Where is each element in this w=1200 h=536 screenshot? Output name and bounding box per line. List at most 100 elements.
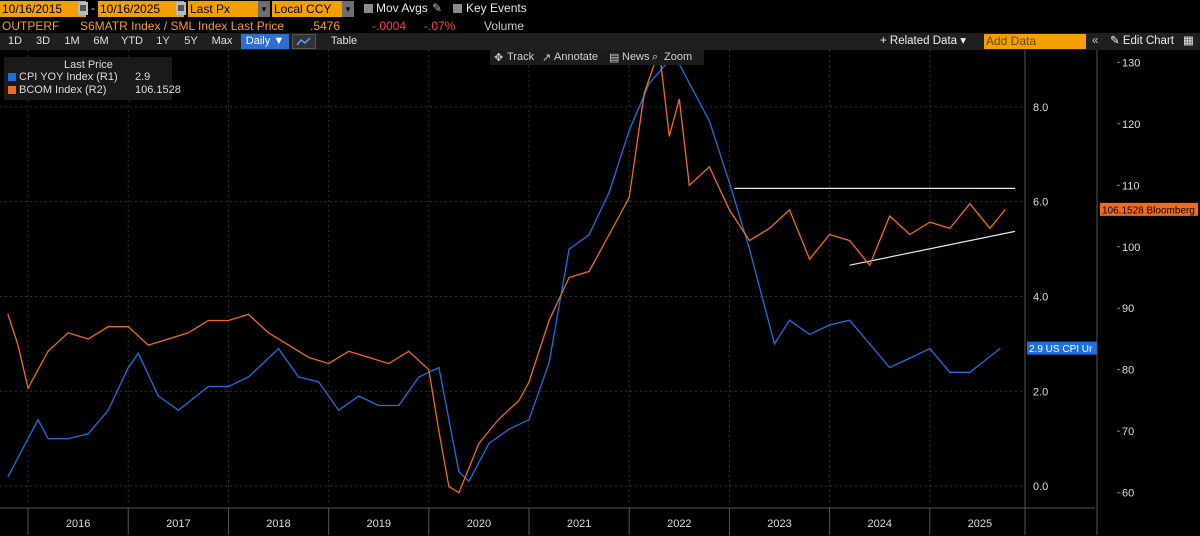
- point-bcom-33: [568, 276, 570, 279]
- related-dropdown-icon: ▾: [960, 35, 967, 47]
- tab-5y[interactable]: 5Y: [184, 35, 198, 47]
- period-select[interactable]: Daily ▼: [241, 34, 289, 49]
- point-cpi-37: [728, 182, 731, 184]
- point-cpi-18: [358, 395, 360, 397]
- point-bcom-14: [247, 313, 250, 315]
- track-button[interactable]: Track: [507, 51, 535, 63]
- point-bcom-43: [728, 209, 731, 211]
- ticker: OUTPERF: [2, 19, 60, 33]
- news-button[interactable]: News: [622, 51, 650, 63]
- point-bcom-8: [127, 326, 129, 328]
- point-cpi-13: [247, 376, 250, 378]
- r1-tick-label-6.0: 6.0: [1033, 197, 1048, 209]
- point-cpi-27: [528, 419, 530, 421]
- end-calendar-icon[interactable]: [176, 2, 186, 15]
- point-bcom-1: [17, 344, 19, 346]
- track-icon[interactable]: ✥: [494, 52, 504, 64]
- point-bcom-31: [528, 381, 530, 383]
- point-cpi-20: [398, 404, 400, 407]
- point-cpi-17: [338, 409, 340, 411]
- tab-ytd[interactable]: YTD: [121, 35, 143, 47]
- collapse-icon[interactable]: «: [1092, 35, 1099, 47]
- point-cpi-9: [157, 395, 159, 397]
- add-data-input[interactable]: Add Data: [984, 34, 1086, 49]
- r2-tick-label-100: 100: [1122, 242, 1140, 254]
- tab-table[interactable]: Table: [330, 35, 358, 47]
- point-cpi-39: [773, 343, 776, 345]
- point-cpi-29: [568, 248, 570, 250]
- point-bcom-51: [889, 215, 891, 217]
- price-dropdown-icon[interactable]: ▾: [258, 1, 270, 17]
- point-bcom-41: [688, 184, 690, 186]
- point-cpi-41: [808, 333, 811, 335]
- series-line-cpi: [7, 53, 1001, 483]
- point-bcom-21: [388, 362, 390, 365]
- tab-6m[interactable]: 6M: [93, 35, 109, 47]
- point-cpi-45: [889, 366, 891, 369]
- currency-dropdown-icon[interactable]: ▾: [342, 1, 354, 17]
- legend-cpi[interactable]: CPI YOY Index (R1): [8, 71, 118, 83]
- point-cpi-24: [468, 480, 470, 482]
- point-bcom-45: [768, 227, 771, 229]
- tab-max[interactable]: Max: [211, 35, 233, 47]
- start-calendar-icon[interactable]: [78, 2, 88, 15]
- news-icon[interactable]: ▤: [609, 52, 620, 64]
- point-bcom-12: [207, 319, 210, 322]
- point-cpi-11: [207, 385, 210, 388]
- chart-area[interactable]: 2.9 US CPI Ur 106.1528 Bloomberg 2016 2017…: [0, 50, 1200, 536]
- price-field-select[interactable]: Last Px: [188, 1, 268, 17]
- series-line-bcom: [7, 50, 1006, 494]
- edit-icon: ✎: [1110, 35, 1120, 47]
- zoom-icon[interactable]: ⌕: [652, 51, 659, 63]
- last-tag-bcom: 106.1528 Bloomberg: [1102, 205, 1195, 216]
- annotate-icon[interactable]: ↗: [542, 52, 552, 64]
- end-date-field[interactable]: 10/16/2025: [98, 1, 184, 17]
- security-description: S6MATR Index / SML Index Last Price: [80, 19, 285, 33]
- point-cpi-36: [708, 120, 710, 122]
- point-bcom-30: [518, 399, 520, 402]
- tab-1m[interactable]: 1M: [64, 35, 80, 47]
- tab-1d[interactable]: 1D: [7, 35, 23, 47]
- point-bcom-52: [909, 233, 911, 236]
- grid-icon[interactable]: ▦: [1183, 35, 1194, 47]
- security-header: OUTPERF S6MATR Index / SML Index Last Pr…: [0, 18, 1200, 33]
- point-bcom-25: [448, 485, 450, 488]
- point-bcom-5: [67, 332, 69, 334]
- point-bcom-2: [27, 387, 29, 389]
- mov-avgs-checkbox[interactable]: [364, 4, 373, 13]
- point-bcom-26: [458, 492, 460, 494]
- r1-tick-label-0.0: 0.0: [1033, 481, 1048, 493]
- pencil-icon[interactable]: ✎: [432, 1, 443, 15]
- edit-chart-button[interactable]: ✎ Edit Chart: [1110, 34, 1174, 49]
- x-tick-label-2025: 2025: [968, 518, 992, 530]
- zoom-button[interactable]: Zoom: [664, 51, 693, 63]
- key-events-label: Key Events: [466, 1, 527, 15]
- point-bcom-50: [869, 264, 871, 266]
- related-data-button[interactable]: + Related Data ▾: [880, 34, 966, 49]
- x-tick-label-2017: 2017: [166, 518, 190, 530]
- currency-select[interactable]: Local CCY: [272, 1, 344, 17]
- annotate-button[interactable]: Annotate: [554, 51, 599, 63]
- point-cpi-22: [438, 366, 440, 369]
- point-cpi-28: [548, 362, 550, 364]
- x-tick-label-2019: 2019: [366, 518, 390, 530]
- point-cpi-31: [608, 191, 610, 193]
- tab-3d[interactable]: 3D: [35, 35, 51, 47]
- start-date-field[interactable]: 10/16/2015: [0, 1, 86, 17]
- point-bcom-10: [167, 338, 169, 340]
- key-events-checkbox[interactable]: [453, 4, 462, 13]
- legend-bcom[interactable]: BCOM Index (R2): [8, 84, 106, 96]
- point-cpi-3: [47, 438, 49, 440]
- cpi-swatch: [8, 73, 16, 81]
- volume-label: Volume: [484, 19, 525, 33]
- point-cpi-50: [999, 347, 1001, 350]
- point-bcom-28: [478, 442, 480, 445]
- legend-bcom-value: 106.1528: [135, 84, 181, 96]
- point-cpi-7: [127, 366, 129, 369]
- point-bcom-0: [7, 313, 9, 315]
- tab-1y[interactable]: 1Y: [156, 35, 170, 47]
- point-bcom-34: [588, 270, 590, 272]
- point-bcom-18: [328, 362, 330, 365]
- chart-type-button[interactable]: [292, 34, 316, 49]
- point-cpi-21: [418, 376, 420, 378]
